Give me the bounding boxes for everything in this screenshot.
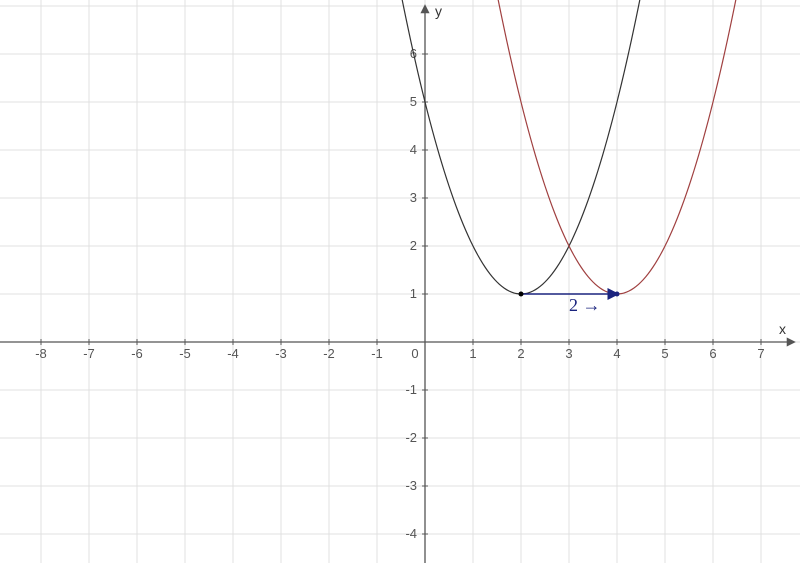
tick-label-x: 4	[613, 346, 620, 361]
tick-label-y: 2	[410, 238, 417, 253]
tick-label-y: -1	[405, 382, 417, 397]
tick-label-x: -4	[227, 346, 239, 361]
tick-label-x: -2	[323, 346, 335, 361]
tick-label-x: 6	[709, 346, 716, 361]
tick-label-y: 5	[410, 94, 417, 109]
tick-label-x: 5	[661, 346, 668, 361]
tick-label-y: 4	[410, 142, 417, 157]
vertex-point-1	[615, 292, 620, 297]
tick-label-y: -4	[405, 526, 417, 541]
tick-label-y: -2	[405, 430, 417, 445]
tick-label-x: 7	[757, 346, 764, 361]
tick-label-y: -3	[405, 478, 417, 493]
vertex-point-0	[519, 292, 524, 297]
tick-label-x: -7	[83, 346, 95, 361]
annotation-label: 2 →	[569, 295, 601, 315]
tick-label-x: 3	[565, 346, 572, 361]
tick-label-x: 2	[517, 346, 524, 361]
tick-label-x: -6	[131, 346, 143, 361]
tick-label-y: 1	[410, 286, 417, 301]
chart-container: -8-7-6-5-4-3-2-101234567-4-3-2-1123456xy…	[0, 0, 800, 563]
y-axis-label: y	[435, 3, 442, 19]
tick-label-x: -1	[371, 346, 383, 361]
tick-label-x: -3	[275, 346, 287, 361]
tick-label-x: 0	[411, 346, 418, 361]
tick-label-x: -8	[35, 346, 47, 361]
x-axis-label: x	[779, 321, 786, 337]
tick-label-y: 3	[410, 190, 417, 205]
chart-svg: -8-7-6-5-4-3-2-101234567-4-3-2-1123456xy…	[0, 0, 800, 563]
tick-label-x: 1	[469, 346, 476, 361]
tick-label-x: -5	[179, 346, 191, 361]
